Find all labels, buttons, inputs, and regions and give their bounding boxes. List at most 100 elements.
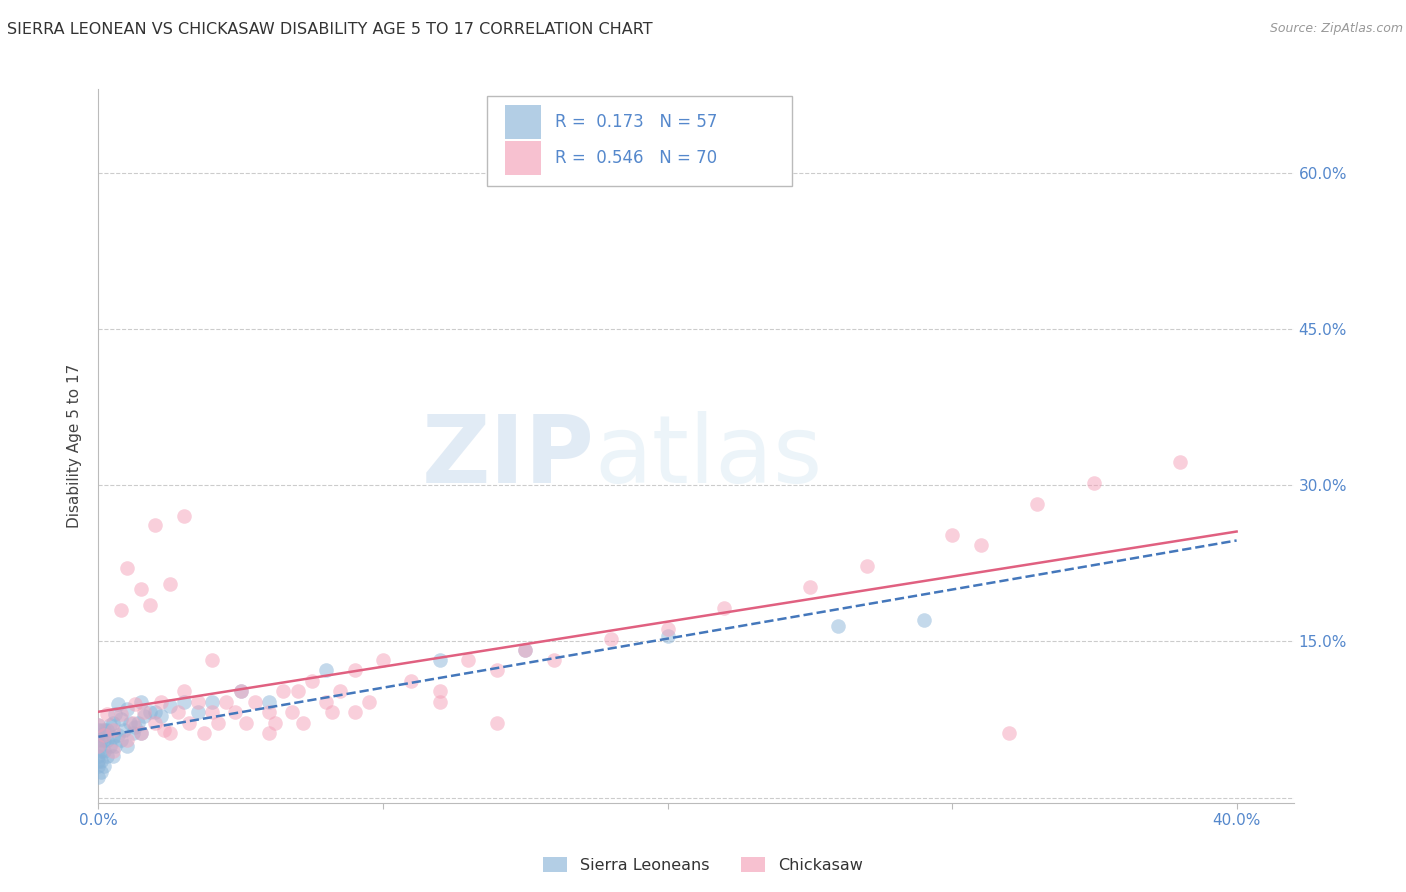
Point xyxy=(229,684,252,698)
Point xyxy=(457,653,479,667)
Point xyxy=(129,726,152,740)
Point xyxy=(124,720,146,734)
Point xyxy=(912,614,935,628)
Point xyxy=(110,707,132,722)
Point xyxy=(235,715,257,730)
Point xyxy=(224,705,246,719)
Point xyxy=(90,723,112,737)
Text: ZIP: ZIP xyxy=(422,410,595,503)
Point xyxy=(201,653,224,667)
Point xyxy=(101,730,124,744)
Point xyxy=(104,707,127,722)
Point xyxy=(110,603,132,617)
Point xyxy=(599,632,621,647)
Point xyxy=(107,697,129,711)
Point xyxy=(93,759,115,773)
Point xyxy=(87,770,110,784)
Point xyxy=(343,705,366,719)
Point xyxy=(110,713,132,727)
Legend: Sierra Leoneans, Chickasaw: Sierra Leoneans, Chickasaw xyxy=(537,851,869,880)
Point xyxy=(713,601,735,615)
Point xyxy=(143,517,166,532)
Point xyxy=(96,707,118,722)
Point xyxy=(187,695,209,709)
Point xyxy=(969,539,991,553)
Point xyxy=(263,715,285,730)
Text: SIERRA LEONEAN VS CHICKASAW DISABILITY AGE 5 TO 17 CORRELATION CHART: SIERRA LEONEAN VS CHICKASAW DISABILITY A… xyxy=(7,22,652,37)
Point xyxy=(110,733,132,747)
Point xyxy=(115,561,138,575)
Point xyxy=(96,723,118,737)
Point xyxy=(515,642,537,657)
Point xyxy=(129,582,152,597)
Point xyxy=(96,748,118,763)
Point xyxy=(371,653,394,667)
Point xyxy=(93,728,115,742)
Point xyxy=(90,733,112,747)
Point xyxy=(329,684,352,698)
Point xyxy=(159,577,181,591)
Point xyxy=(167,705,190,719)
Point xyxy=(153,723,176,737)
Point xyxy=(138,598,160,612)
Point xyxy=(138,705,160,719)
Point xyxy=(998,726,1021,740)
Point xyxy=(515,642,537,657)
Point xyxy=(87,717,110,731)
Point xyxy=(98,717,121,731)
Point xyxy=(941,528,963,542)
Text: R =  0.173   N = 57: R = 0.173 N = 57 xyxy=(555,113,717,131)
Point xyxy=(401,673,423,688)
Point xyxy=(93,744,115,758)
Point xyxy=(159,726,181,740)
Bar xyxy=(505,105,541,139)
Point xyxy=(173,684,195,698)
Point xyxy=(132,705,155,719)
Point xyxy=(129,695,152,709)
Point xyxy=(90,744,112,758)
Point xyxy=(121,726,143,740)
Point xyxy=(129,726,152,740)
Point xyxy=(429,695,451,709)
Point xyxy=(150,709,173,723)
Point xyxy=(93,733,115,747)
Point xyxy=(1026,497,1049,511)
Point xyxy=(429,653,451,667)
Point xyxy=(87,739,110,753)
Point xyxy=(485,664,508,678)
Point xyxy=(179,715,201,730)
Point xyxy=(429,684,451,698)
Point xyxy=(657,622,679,636)
Point xyxy=(87,759,110,773)
Point xyxy=(1168,455,1191,469)
Point xyxy=(173,509,195,524)
Point xyxy=(1083,475,1105,490)
Point xyxy=(101,744,124,758)
Point xyxy=(657,629,679,643)
Point xyxy=(90,754,112,768)
Point xyxy=(201,695,224,709)
Point xyxy=(799,580,821,594)
Point xyxy=(87,723,110,737)
Point xyxy=(187,705,209,719)
Point xyxy=(101,723,124,737)
Point xyxy=(87,717,110,731)
Point xyxy=(215,695,238,709)
Point xyxy=(193,726,215,740)
Point xyxy=(257,726,280,740)
Point xyxy=(207,715,229,730)
Point xyxy=(143,705,166,719)
Point xyxy=(96,733,118,747)
Point xyxy=(87,739,110,753)
Point xyxy=(104,739,127,753)
Point xyxy=(87,754,110,768)
Point xyxy=(485,715,508,730)
Point xyxy=(855,559,877,574)
Point xyxy=(132,709,155,723)
Point xyxy=(287,684,309,698)
Point xyxy=(292,715,315,730)
Point xyxy=(115,702,138,716)
Point xyxy=(124,697,146,711)
Point xyxy=(343,664,366,678)
Point xyxy=(101,715,124,730)
